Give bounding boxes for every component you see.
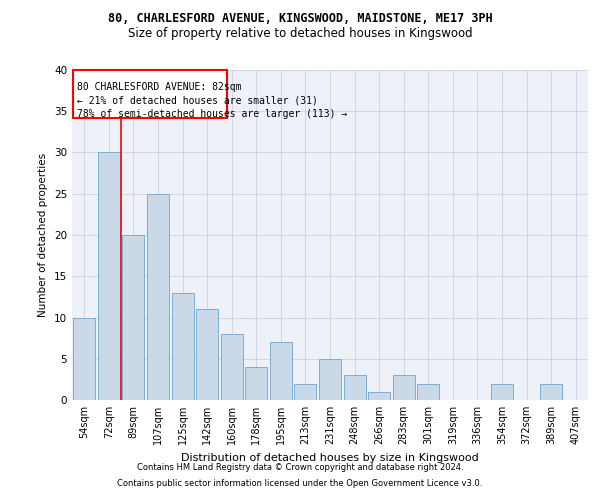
Bar <box>491 384 513 400</box>
Bar <box>172 292 194 400</box>
Bar <box>392 375 415 400</box>
Bar <box>147 194 169 400</box>
Bar <box>368 392 390 400</box>
Bar <box>98 152 120 400</box>
Bar <box>270 342 292 400</box>
Bar <box>344 375 365 400</box>
Bar <box>295 384 316 400</box>
Bar <box>122 235 145 400</box>
X-axis label: Distribution of detached houses by size in Kingswood: Distribution of detached houses by size … <box>181 452 479 462</box>
Bar <box>196 309 218 400</box>
Text: Contains HM Land Registry data © Crown copyright and database right 2024.: Contains HM Land Registry data © Crown c… <box>137 464 463 472</box>
FancyBboxPatch shape <box>73 70 227 118</box>
Bar <box>73 318 95 400</box>
Text: 80, CHARLESFORD AVENUE, KINGSWOOD, MAIDSTONE, ME17 3PH: 80, CHARLESFORD AVENUE, KINGSWOOD, MAIDS… <box>107 12 493 26</box>
Text: Contains public sector information licensed under the Open Government Licence v3: Contains public sector information licen… <box>118 478 482 488</box>
Bar <box>540 384 562 400</box>
Y-axis label: Number of detached properties: Number of detached properties <box>38 153 49 317</box>
Text: 78% of semi-detached houses are larger (113) →: 78% of semi-detached houses are larger (… <box>77 108 347 118</box>
Bar <box>221 334 243 400</box>
Text: 80 CHARLESFORD AVENUE: 82sqm: 80 CHARLESFORD AVENUE: 82sqm <box>77 82 241 92</box>
Bar <box>245 367 268 400</box>
Bar <box>417 384 439 400</box>
Text: ← 21% of detached houses are smaller (31): ← 21% of detached houses are smaller (31… <box>77 96 318 106</box>
Bar <box>319 359 341 400</box>
Text: Size of property relative to detached houses in Kingswood: Size of property relative to detached ho… <box>128 28 472 40</box>
